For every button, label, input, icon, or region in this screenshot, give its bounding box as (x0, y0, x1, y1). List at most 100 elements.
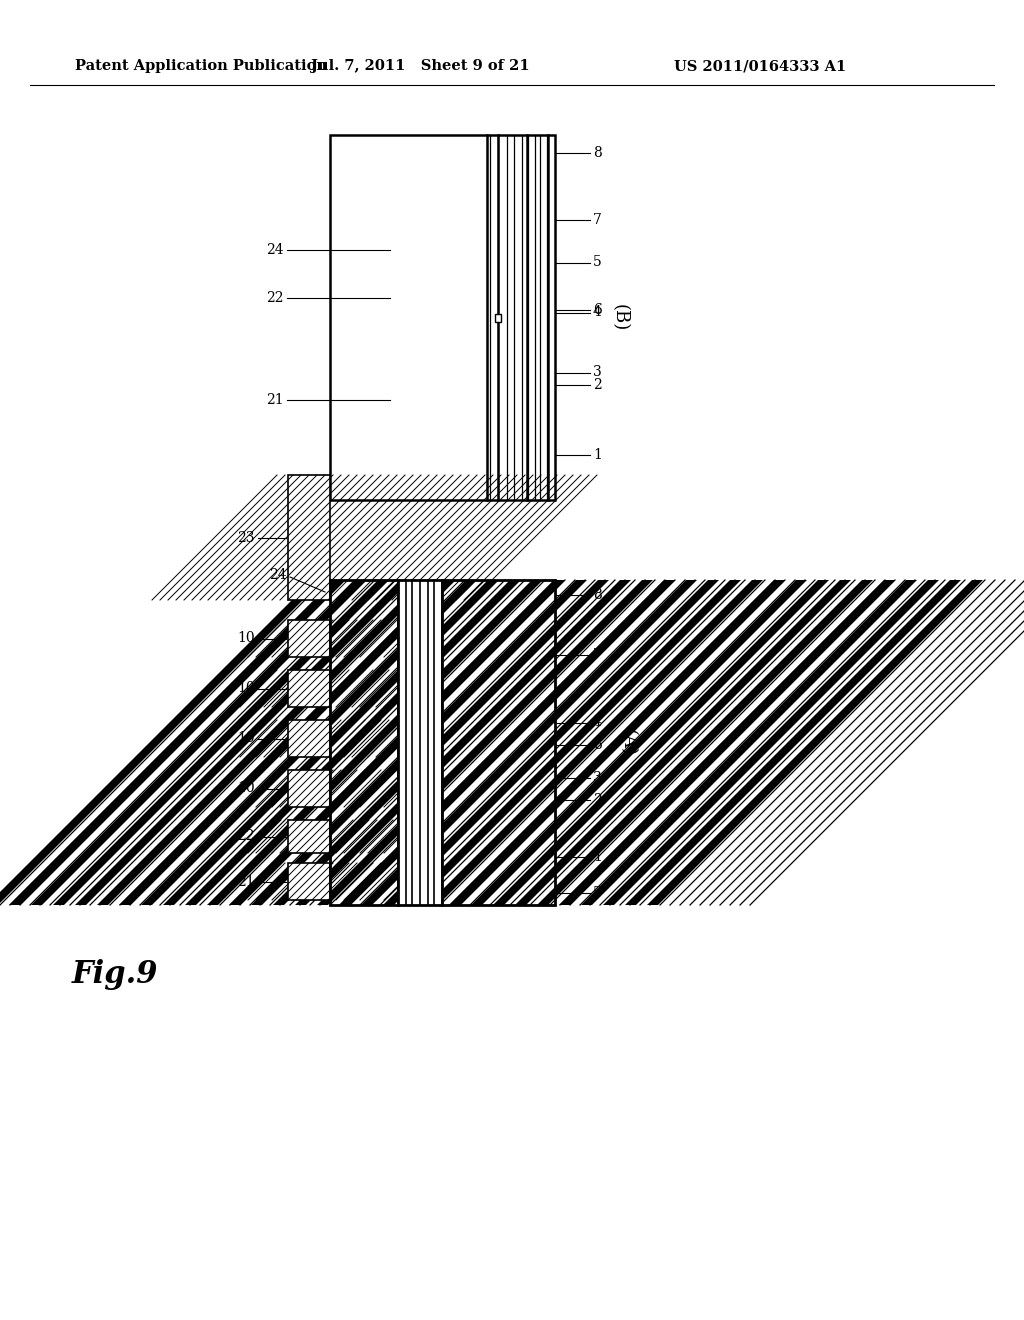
Bar (330, 579, 555, 906)
Polygon shape (559, 579, 895, 906)
Text: 2: 2 (593, 793, 602, 807)
Polygon shape (185, 579, 521, 906)
Text: 5: 5 (593, 886, 602, 900)
Text: 24: 24 (269, 568, 287, 582)
Bar (400, 579, 555, 906)
Text: 6: 6 (593, 738, 602, 752)
Polygon shape (251, 579, 587, 906)
Text: 8: 8 (593, 587, 602, 602)
Polygon shape (163, 579, 499, 906)
Text: 4: 4 (593, 715, 602, 730)
Bar (288, 863, 330, 900)
Polygon shape (471, 579, 807, 906)
Bar (288, 475, 330, 601)
Text: 2: 2 (593, 378, 602, 392)
Bar (288, 620, 330, 657)
Text: 10: 10 (238, 681, 255, 696)
Bar (288, 719, 330, 756)
Bar (288, 770, 330, 807)
Polygon shape (339, 579, 675, 906)
Text: 1: 1 (593, 447, 602, 462)
Bar (288, 770, 330, 807)
Bar (288, 719, 330, 756)
Polygon shape (229, 579, 565, 906)
Polygon shape (427, 579, 763, 906)
Bar (288, 863, 330, 900)
Text: (B): (B) (611, 304, 629, 331)
Polygon shape (515, 579, 851, 906)
Polygon shape (295, 579, 631, 906)
Text: 7: 7 (593, 648, 602, 663)
Bar (288, 820, 330, 853)
Polygon shape (53, 579, 389, 906)
Polygon shape (317, 579, 653, 906)
Text: Fig.9: Fig.9 (72, 960, 159, 990)
Polygon shape (537, 579, 873, 906)
Bar (288, 620, 330, 657)
Bar (288, 820, 330, 853)
Text: 21: 21 (238, 874, 255, 888)
Polygon shape (273, 579, 609, 906)
Polygon shape (119, 579, 455, 906)
Text: 10: 10 (238, 631, 255, 645)
Polygon shape (625, 579, 961, 906)
Text: US 2011/0164333 A1: US 2011/0164333 A1 (674, 59, 846, 73)
Bar (398, 579, 442, 906)
Polygon shape (449, 579, 785, 906)
Text: 3: 3 (593, 771, 602, 784)
Text: 10: 10 (238, 781, 255, 796)
Polygon shape (141, 579, 477, 906)
Polygon shape (581, 579, 918, 906)
Text: 3: 3 (593, 366, 602, 380)
Text: 24: 24 (266, 243, 284, 257)
Bar (288, 820, 330, 853)
Text: 1: 1 (593, 850, 602, 865)
Bar (330, 579, 400, 906)
Bar (288, 863, 330, 900)
Bar (288, 719, 330, 756)
Text: (A): (A) (618, 729, 637, 756)
Text: 6: 6 (593, 304, 602, 317)
Polygon shape (493, 579, 829, 906)
Polygon shape (406, 579, 741, 906)
Polygon shape (361, 579, 697, 906)
Text: 4: 4 (593, 305, 602, 319)
Bar (330, 135, 555, 500)
Polygon shape (75, 579, 411, 906)
Text: 22: 22 (266, 290, 284, 305)
Text: 22: 22 (238, 829, 255, 843)
Bar (288, 671, 330, 708)
Polygon shape (647, 579, 983, 906)
Bar (288, 671, 330, 708)
Polygon shape (0, 579, 323, 906)
Polygon shape (383, 579, 719, 906)
Bar (495, 314, 501, 322)
Text: 21: 21 (266, 393, 284, 407)
Text: 10: 10 (238, 731, 255, 746)
Bar (288, 770, 330, 807)
Text: 8: 8 (593, 147, 602, 160)
Polygon shape (9, 579, 345, 906)
Bar (288, 620, 330, 657)
Bar (288, 770, 330, 807)
Polygon shape (207, 579, 543, 906)
Bar (288, 475, 330, 601)
Bar (288, 671, 330, 708)
Polygon shape (97, 579, 433, 906)
Bar (400, 579, 555, 906)
Text: 5: 5 (593, 256, 602, 269)
Text: 23: 23 (238, 531, 255, 544)
Polygon shape (603, 579, 939, 906)
Bar (288, 620, 330, 657)
Bar (288, 671, 330, 708)
Bar (288, 719, 330, 756)
Bar (288, 475, 330, 601)
Text: Patent Application Publication: Patent Application Publication (75, 59, 327, 73)
Polygon shape (31, 579, 367, 906)
Bar (288, 863, 330, 900)
Text: 7: 7 (593, 213, 602, 227)
Text: Jul. 7, 2011   Sheet 9 of 21: Jul. 7, 2011 Sheet 9 of 21 (310, 59, 529, 73)
Bar (288, 820, 330, 853)
Bar (330, 579, 400, 906)
Bar (288, 475, 330, 601)
